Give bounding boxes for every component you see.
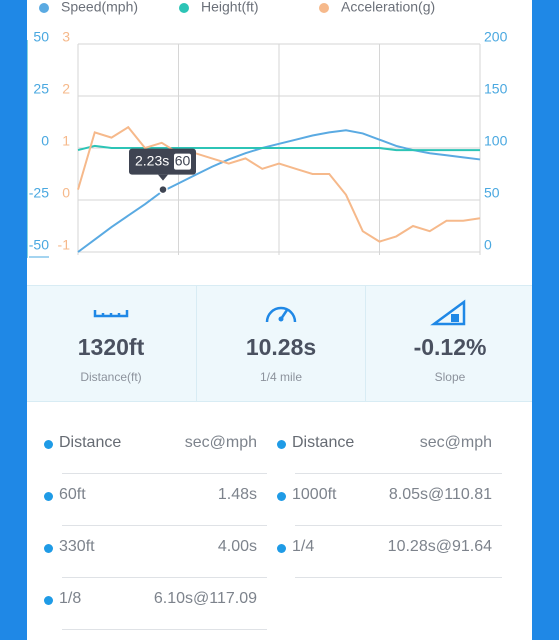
series-line [77,125,481,243]
y-tick-label: 2 [62,81,70,97]
cell-key: Distance [59,434,122,451]
y-tick-label: 3 [62,29,70,45]
y-tick-label: 0 [62,185,70,201]
page: -50 -25 0 25 50 -1 0 1 2 3 0 50 100 150 200 Speed(mph) H… [27,0,532,640]
table-row: 60ft 1.48s [27,474,267,526]
tooltip-point [158,184,168,195]
stat-cell: 1320ft Distance(ft) [27,286,195,401]
stat-icon [27,298,195,333]
bullet [44,544,53,553]
tooltip-arrow [158,174,168,181]
legend-dot [179,3,189,13]
y-tick-label: 200 [484,29,508,45]
bullet [277,440,286,449]
icon [430,299,466,326]
stat-icon [366,298,534,333]
legend-label: Acceleration(g) [341,0,435,15]
cell-value: 6.10s@117.09 [153,590,257,607]
bullet [44,440,53,449]
tooltip-value: 60 [175,152,191,168]
divider [295,525,502,526]
divider [295,577,502,578]
y-tick-label: 100 [484,133,508,149]
cell-value: sec@mph [419,434,492,451]
y-tick-label: 50 [33,29,49,45]
legend-label: Speed(mph) [61,0,138,15]
icon [265,306,297,323]
legend-dot [319,3,329,13]
y-tick-label: 50 [484,185,500,201]
divider [295,473,502,474]
cell-value: 4.00s [217,538,257,555]
cell-key: 1/4 [292,538,315,555]
stat-value: 1320ft [77,334,145,360]
y-tick-label: -25 [29,185,49,201]
stat-label: Distance(ft) [80,370,142,384]
table-row: 1000ft 8.05s@110.81 [260,474,502,526]
cell-key: 60ft [59,486,86,503]
icon [93,310,129,318]
stat-value: -0.12% [413,334,487,360]
legend-label: Height(ft) [201,0,259,15]
y-tick-label: 1 [62,133,70,149]
cell-value: 1.48s [217,486,257,503]
cell-key: Distance [292,434,355,451]
stat-icon [197,298,365,333]
tooltip-time: 2.23s [135,152,169,168]
stat-cell: 10.28s 1/4 mile [196,286,365,401]
divider [62,525,267,526]
cell-key: 1/8 [59,590,82,607]
table-header-row: Distance sec@mph [27,422,267,474]
stat-cell: -0.12% Slope [365,286,534,401]
cell-value: 10.28s@91.64 [387,538,492,555]
y-tick-label: -50 [29,237,49,253]
bullet [277,492,286,501]
cell-key: 1000ft [292,486,337,503]
stat-label: Slope [434,370,466,384]
divider [62,577,267,578]
table-row: 1/8 6.10s@117.09 [27,578,267,630]
divider [62,473,267,474]
y-tick-label: 0 [484,237,492,253]
stat-label: 1/4 mile [259,370,303,384]
y-tick-label: -1 [58,237,71,253]
y-tick-label: 0 [41,133,49,149]
table-row: 1/4 10.28s@91.64 [260,526,502,578]
table-row: 330ft 4.00s [27,526,267,578]
y-tick-label: 150 [484,81,508,97]
divider [62,629,267,630]
bullet [44,596,53,605]
bullet [277,544,286,553]
cell-value: sec@mph [184,434,257,451]
tooltip-badge [174,153,191,170]
cell-value: 8.05s@110.81 [388,486,492,503]
stat-value: 10.28s [245,334,317,360]
bullet [44,492,53,501]
cell-key: 330ft [59,538,95,555]
stats-panel: 1320ft Distance(ft) 10.28s 1/4 mile -0.12% Sl… [27,285,532,402]
table-header-row: Distance sec@mph [260,422,502,474]
y-tick-label: 25 [33,81,49,97]
legend-dot [39,3,49,13]
